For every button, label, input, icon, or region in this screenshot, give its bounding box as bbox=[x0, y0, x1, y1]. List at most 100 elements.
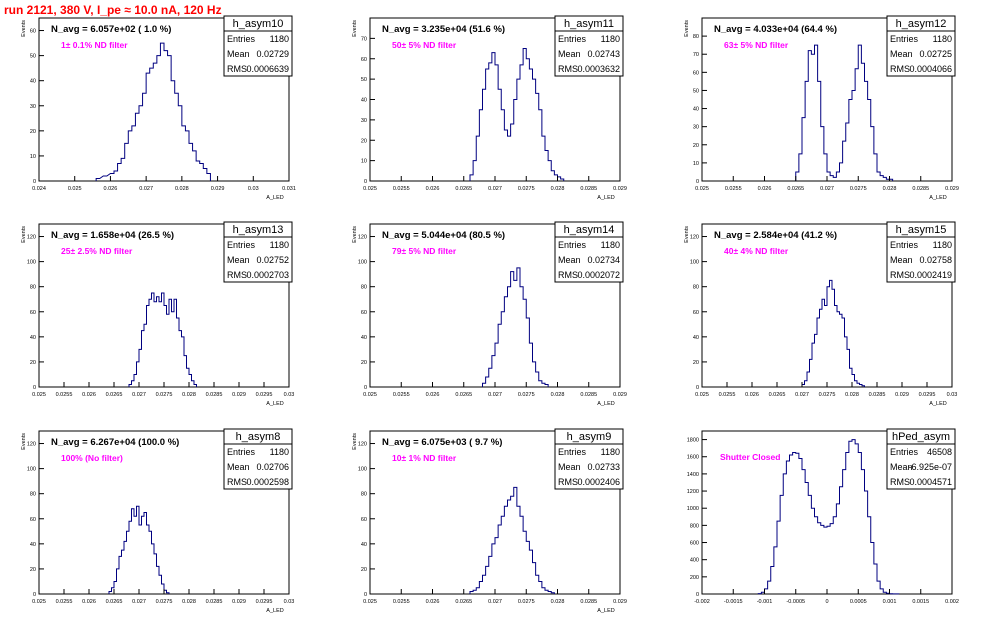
stats-value: 0.02725 bbox=[919, 49, 952, 59]
histogram-bin bbox=[144, 324, 147, 387]
y-tick-label: 80 bbox=[30, 285, 36, 291]
histogram-bin bbox=[154, 302, 157, 387]
histogram-name: h_asym8 bbox=[236, 431, 281, 443]
y-tick-label: 40 bbox=[30, 79, 36, 85]
x-tick-label: 0.028 bbox=[182, 392, 196, 398]
stats-box bbox=[554, 15, 624, 77]
y-tick-label: 120 bbox=[358, 235, 367, 241]
x-tick-label: 0.0275 bbox=[850, 186, 867, 192]
y-tick-label: 10 bbox=[693, 161, 699, 167]
x-tick-label: 0.0275 bbox=[156, 599, 173, 605]
navg-label: N_avg = 6.057e+02 ( 1.0 %) bbox=[51, 24, 171, 35]
y-tick-label: 80 bbox=[30, 492, 36, 498]
stats-value: 1180 bbox=[601, 447, 620, 457]
y-axis-label: Events bbox=[352, 226, 358, 243]
histogram-bin bbox=[849, 441, 852, 594]
histogram-bin bbox=[824, 527, 827, 594]
histogram-bin bbox=[162, 293, 165, 387]
stats-key: Mean bbox=[227, 49, 250, 59]
histogram-line bbox=[108, 505, 170, 594]
x-tick-label: 0.029 bbox=[945, 186, 959, 192]
histogram-panel-h_asym12: 0 10 20 30 40 50 60 70 80 0.025 0.0255 0.026 0.0265 0… bbox=[684, 15, 959, 201]
histogram-bin bbox=[855, 444, 858, 594]
histogram-line bbox=[801, 279, 865, 387]
stats-key: RMS bbox=[227, 64, 247, 74]
x-tick-label: -0.0015 bbox=[724, 599, 743, 605]
x-tick-label: 0.0285 bbox=[206, 392, 223, 398]
x-tick-label: 0.027 bbox=[132, 392, 146, 398]
histogram-panel-hPed_asym: 0 200 400 600 800 1000 1200 1400 1600 1800 -0.002 -… bbox=[687, 428, 959, 605]
histogram-name: h_asym11 bbox=[564, 18, 614, 30]
stats-key: Mean bbox=[558, 255, 581, 265]
stats-box bbox=[886, 221, 956, 283]
x-tick-label: 0.0285 bbox=[912, 186, 929, 192]
y-tick-label: 30 bbox=[30, 104, 36, 110]
x-tick-label: 0.03 bbox=[947, 392, 958, 398]
stats-value: 0.0004571 bbox=[909, 477, 952, 487]
x-tick-label: 0.0265 bbox=[455, 599, 472, 605]
stats-box bbox=[554, 428, 624, 490]
y-tick-label: 1600 bbox=[687, 455, 699, 461]
histogram-bin bbox=[811, 54, 814, 181]
stats-value: 1180 bbox=[933, 34, 952, 44]
x-tick-label: 0 bbox=[825, 599, 828, 605]
filter-note: 50± 5% ND filter bbox=[392, 40, 457, 50]
y-tick-label: 1200 bbox=[687, 489, 699, 495]
x-tick-label: 0.0265 bbox=[769, 392, 786, 398]
x-tick-label: 0.031 bbox=[282, 186, 296, 192]
y-tick-label: 30 bbox=[361, 118, 367, 124]
x-tick-label: 0.0265 bbox=[455, 392, 472, 398]
stats-key: Entries bbox=[227, 240, 256, 250]
histogram-bin bbox=[157, 56, 161, 181]
x-axis-label: A_LED bbox=[597, 195, 614, 201]
histogram-bin bbox=[533, 79, 536, 181]
histogram-panel-h_asym9: 0 20 40 60 80 100 120 0.025 0.0255 0.026 0.0265 0.0… bbox=[352, 428, 627, 614]
x-tick-label: 0.0295 bbox=[256, 392, 273, 398]
x-tick-label: 0.025 bbox=[363, 599, 377, 605]
histogram-bin bbox=[172, 312, 175, 387]
histogram-bin bbox=[830, 280, 833, 387]
stats-key: RMS bbox=[890, 64, 910, 74]
histogram-line bbox=[482, 267, 549, 387]
y-tick-label: 10 bbox=[30, 154, 36, 160]
filter-note: 10± 1% ND filter bbox=[392, 453, 457, 463]
histogram-name: h_asym13 bbox=[233, 224, 284, 236]
histogram-bin bbox=[517, 506, 520, 594]
y-tick-label: 0 bbox=[33, 592, 36, 598]
y-tick-label: 0 bbox=[364, 385, 367, 391]
x-tick-label: 0.0255 bbox=[719, 392, 736, 398]
x-axis-label: A_LED bbox=[266, 401, 283, 407]
x-tick-label: 0.028 bbox=[883, 186, 897, 192]
y-tick-label: 40 bbox=[30, 542, 36, 548]
histogram-bin bbox=[811, 508, 814, 594]
y-tick-label: 120 bbox=[27, 235, 36, 241]
histogram-bin bbox=[526, 59, 529, 181]
histogram-bin bbox=[179, 331, 182, 387]
x-tick-label: 0.026 bbox=[82, 599, 96, 605]
histogram-name: h_asym14 bbox=[564, 224, 615, 236]
histogram-name: h_asym15 bbox=[896, 224, 947, 236]
x-axis-label: A_LED bbox=[929, 195, 946, 201]
x-tick-label: 0.026 bbox=[745, 392, 759, 398]
histogram-bin bbox=[139, 106, 143, 181]
histogram-line bbox=[469, 48, 565, 181]
y-tick-label: 20 bbox=[361, 138, 367, 144]
x-tick-label: 0.025 bbox=[32, 599, 46, 605]
x-tick-label: 0.0275 bbox=[819, 392, 836, 398]
y-tick-label: 40 bbox=[693, 107, 699, 113]
histogram-line bbox=[469, 486, 555, 594]
stats-key: RMS bbox=[558, 64, 578, 74]
y-tick-label: 0 bbox=[696, 385, 699, 391]
y-tick-label: 20 bbox=[30, 567, 36, 573]
histogram-bin bbox=[207, 173, 211, 181]
histogram-bins bbox=[470, 49, 564, 181]
x-tick-label: 0.028 bbox=[551, 392, 565, 398]
stats-key: Mean bbox=[890, 255, 913, 265]
x-tick-label: 0.0015 bbox=[912, 599, 929, 605]
histogram-bin bbox=[833, 177, 836, 181]
x-tick-label: 0.025 bbox=[32, 392, 46, 398]
filter-note: 100% (No filter) bbox=[61, 453, 123, 463]
histogram-bin bbox=[508, 287, 511, 387]
histogram-bin bbox=[501, 516, 504, 594]
y-tick-label: 200 bbox=[690, 575, 699, 581]
